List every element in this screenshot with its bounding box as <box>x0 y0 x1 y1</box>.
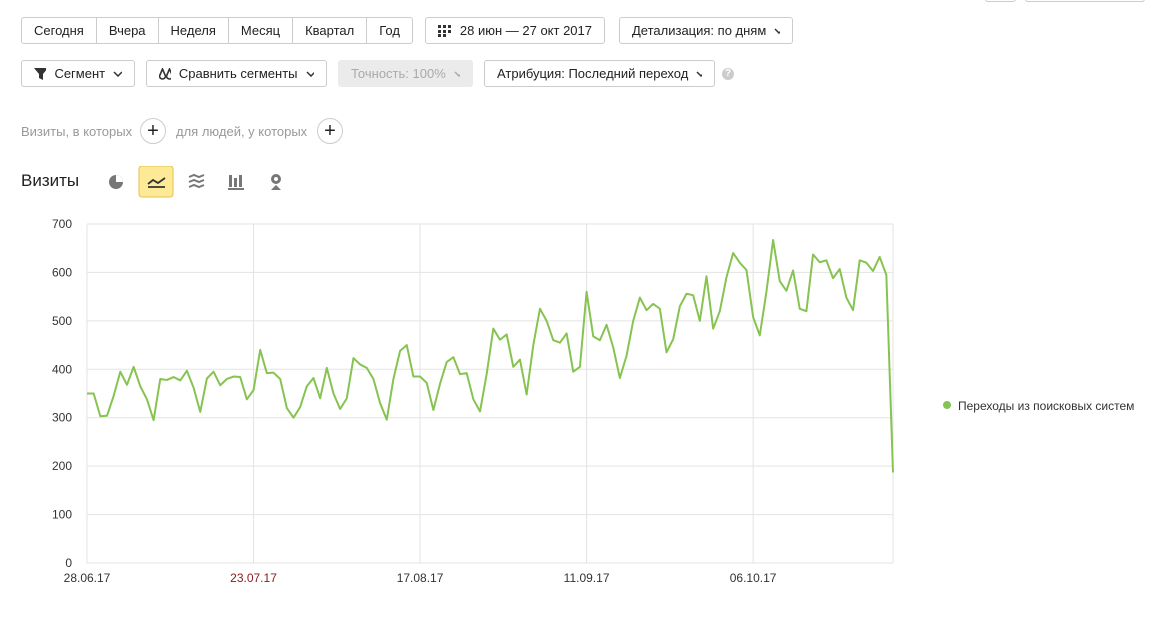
y-tick-label: 100 <box>52 508 72 522</box>
view-switcher <box>109 166 281 198</box>
period-group: Сегодня Вчера Неделя Месяц Квартал Год <box>21 17 413 44</box>
y-tick-label: 300 <box>52 411 72 425</box>
y-tick-label: 700 <box>52 217 72 231</box>
x-tick-label: 28.06.17 <box>64 571 111 585</box>
segment-button[interactable]: Сегмент <box>21 60 135 87</box>
add-visit-filter[interactable]: + <box>140 118 166 144</box>
attribution-label: Атрибуция: Последний переход <box>497 66 689 81</box>
report-title: Визиты <box>21 171 80 190</box>
chevron <box>696 70 702 77</box>
help-icon[interactable]: ? <box>722 68 734 80</box>
period-button[interactable]: Вчера <box>97 18 159 43</box>
x-tick-label: 17.08.17 <box>397 571 444 585</box>
chevron <box>454 70 460 77</box>
x-tick-label: 11.09.17 <box>564 571 610 585</box>
period-button[interactable]: Неделя <box>159 18 229 43</box>
period-button[interactable]: Год <box>379 23 400 38</box>
period-button[interactable]: Месяц <box>229 18 294 43</box>
date-range: 28 июн — 27 окт 2017 <box>459 23 592 38</box>
line-series <box>87 238 894 473</box>
y-tick-label: 600 <box>52 265 72 279</box>
segment-label: Сегмент <box>54 66 106 81</box>
period-button[interactable]: Сегодня <box>22 18 97 43</box>
people-filter-label: для людей, у которых <box>176 124 308 139</box>
calendar-icon <box>438 24 451 37</box>
detail-button[interactable]: Детализация: по дням <box>619 17 793 44</box>
legend-marker <box>943 401 951 409</box>
accuracy-label: Точность: 100% <box>351 66 446 81</box>
chevron <box>113 70 122 77</box>
detail-label: Детализация: по дням <box>632 23 767 38</box>
y-tick-label: 0 <box>65 556 72 570</box>
y-tick-label: 200 <box>52 459 72 473</box>
line-icon <box>147 177 166 188</box>
y-tick-label: 500 <box>52 314 72 328</box>
area-view[interactable] <box>188 173 205 189</box>
date-range-button[interactable]: 28 июн — 27 окт 2017 <box>425 17 605 44</box>
period-button[interactable]: Квартал <box>293 18 368 43</box>
accuracy-button: Точность: 100% <box>338 60 473 87</box>
legend-label: Переходы из поисковых систем <box>958 399 1134 413</box>
top-button[interactable] <box>1025 0 1145 2</box>
compare-label: Сравнить сегменты <box>178 66 298 81</box>
add-people-filter[interactable]: + <box>317 118 343 144</box>
chevron <box>305 70 314 77</box>
attribution-button[interactable]: Атрибуция: Последний переход <box>484 60 715 87</box>
compare-button[interactable]: Сравнить сегменты <box>146 60 327 87</box>
bar-view[interactable] <box>228 175 244 190</box>
x-tick-label: 06.10.17 <box>730 571 777 585</box>
pie-view[interactable] <box>109 175 123 189</box>
visits-filter-label: Визиты, в которых <box>21 124 133 139</box>
x-tick-label: 23.07.17 <box>230 571 277 585</box>
top-button[interactable] <box>985 0 1016 2</box>
chevron <box>774 27 780 34</box>
filter-icon <box>34 67 47 80</box>
map-view[interactable] <box>271 174 281 190</box>
compare-icon <box>159 67 171 80</box>
y-tick-label: 400 <box>52 362 72 376</box>
